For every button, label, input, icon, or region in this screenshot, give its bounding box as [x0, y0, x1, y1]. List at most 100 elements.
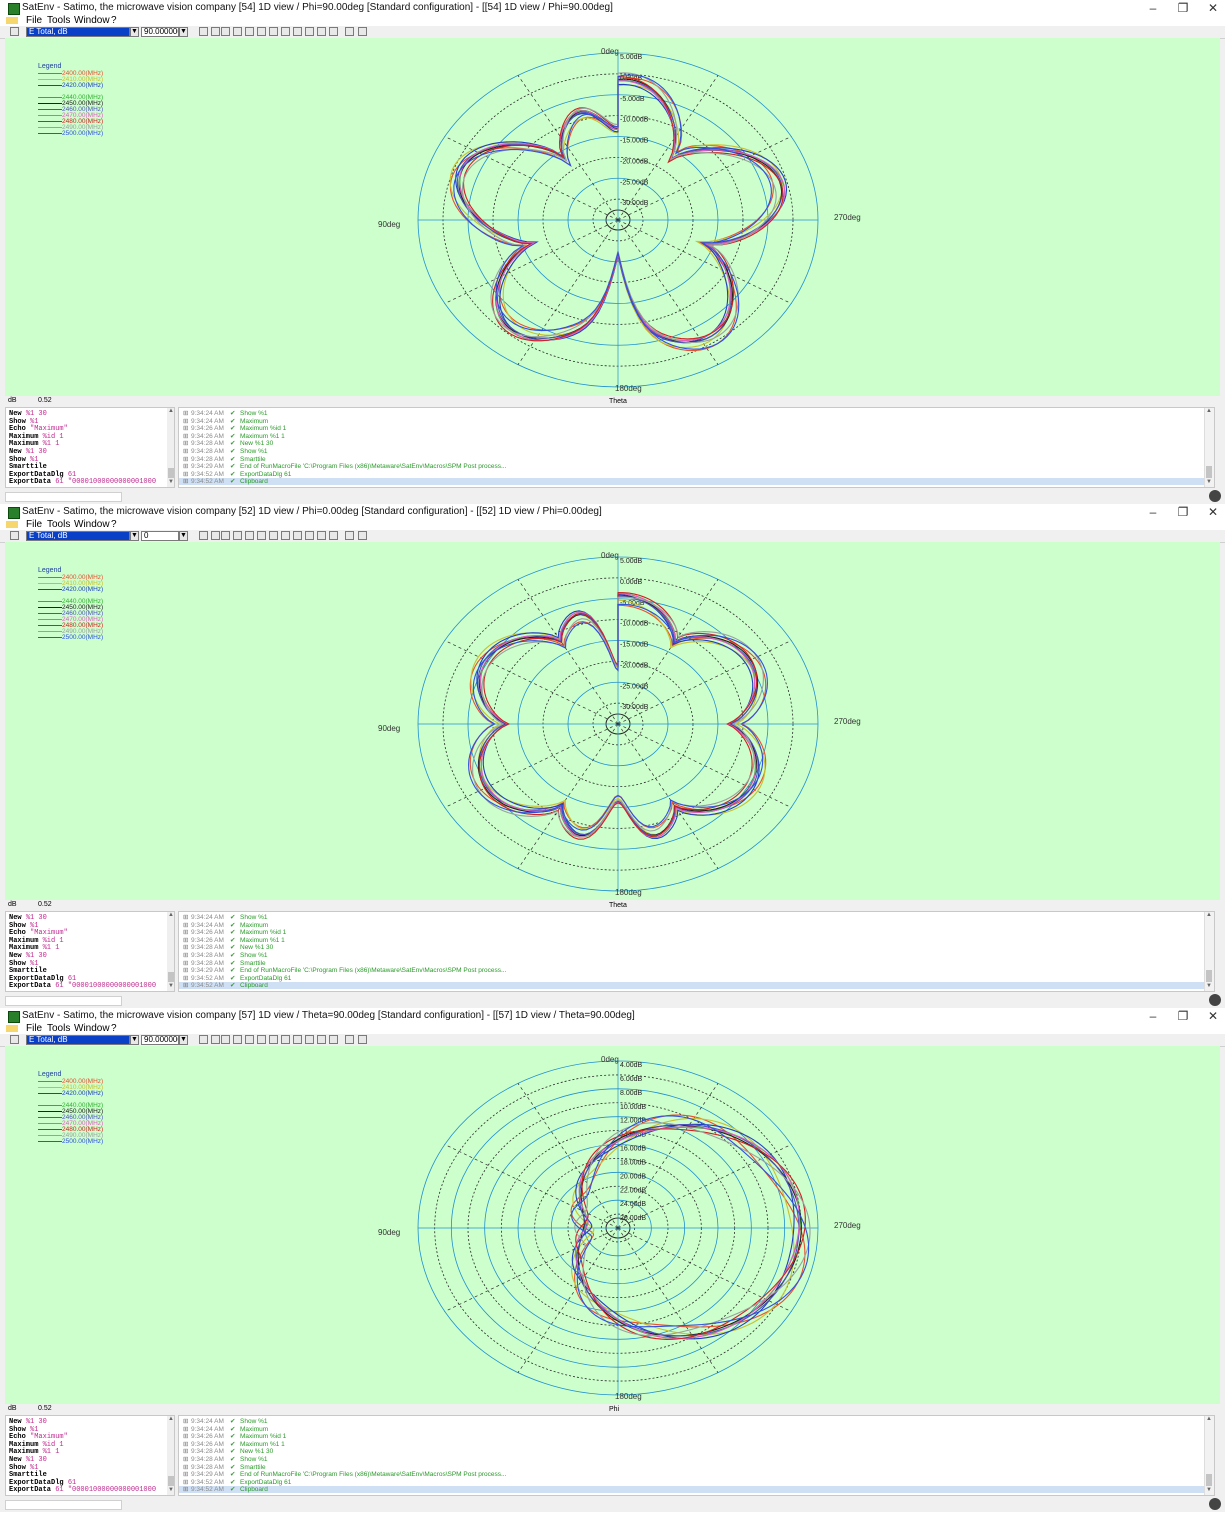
expand-icon[interactable]: ⊞ [183, 463, 189, 471]
dropdown-icon[interactable] [305, 1035, 314, 1044]
expand-icon[interactable]: ⊞ [183, 1418, 189, 1425]
dropdown-icon[interactable] [211, 1035, 220, 1044]
macro-console[interactable]: New %1 30 Show %1 Echo "Maximum" Maximum %i… [5, 911, 175, 992]
dropdown-icon[interactable] [257, 27, 266, 36]
expand-icon[interactable]: ⊞ [183, 470, 189, 478]
command-input[interactable] [5, 996, 122, 1006]
log-entry[interactable]: ⊞ 9:34:26 AM ✔ Maximum %1 1 [179, 937, 1209, 944]
settings-icon[interactable] [1209, 490, 1221, 502]
expand-icon[interactable]: ⊞ [183, 914, 189, 921]
history-log[interactable]: ⊞ 9:34:24 AM ✔ Show %1 ⊞ 9:34:24 AM ✔ Maximum ⊞ 9… [178, 911, 1215, 992]
expand-icon[interactable]: ⊞ [183, 944, 189, 952]
chevron-down-icon[interactable]: ▼ [179, 1035, 188, 1045]
expand-icon[interactable]: ⊞ [183, 982, 189, 990]
angle-value-field[interactable]: 90.0000000 [141, 1035, 179, 1045]
chevron-down-icon[interactable]: ▼ [130, 27, 139, 37]
menu-window[interactable]: Window [74, 15, 110, 26]
angle-value-field[interactable]: 0 [141, 531, 179, 541]
refresh-icon[interactable] [10, 27, 19, 36]
minimize-icon[interactable]: – [1149, 1009, 1157, 1023]
dropdown-icon[interactable] [281, 1035, 290, 1044]
dropdown-icon[interactable] [211, 531, 220, 540]
component-select[interactable]: E Total, dB [26, 531, 130, 541]
polar-plot-area[interactable]: 4.00dB 6.00dB 8.00dB 10.00dB 12.00dB 14.00dB 1… [5, 1046, 1220, 1404]
macro-console[interactable]: New %1 30 Show %1 Echo "Maximum" Maximum %i… [5, 1415, 175, 1496]
minimize-icon[interactable]: – [1149, 505, 1157, 519]
log-entry[interactable]: ⊞ 9:34:24 AM ✔ Maximum [179, 922, 1209, 929]
expand-icon[interactable]: ⊞ [183, 1433, 189, 1441]
dropdown-icon[interactable] [257, 1035, 266, 1044]
log-entry[interactable]: ⊞ 9:34:52 AM ✔ Clipboard [179, 478, 1209, 486]
print-icon[interactable] [358, 27, 367, 36]
menu-help[interactable]: ? [111, 519, 117, 530]
chevron-down-icon[interactable]: ▼ [130, 531, 139, 541]
scroll-down-icon[interactable]: ▼ [168, 479, 174, 485]
log-scrollbar[interactable]: ▲ ▼ [1204, 912, 1214, 991]
log-entry[interactable]: ⊞ 9:34:24 AM ✔ Show %1 [179, 410, 1209, 417]
expand-icon[interactable]: ⊞ [183, 425, 189, 433]
log-entry[interactable]: ⊞ 9:34:24 AM ✔ Show %1 [179, 1418, 1209, 1425]
expand-icon[interactable]: ⊞ [183, 440, 189, 448]
expand-icon[interactable]: ⊞ [183, 432, 189, 440]
copy-icon[interactable] [345, 1035, 354, 1044]
chevron-down-icon[interactable]: ▼ [130, 1035, 139, 1045]
copy-icon[interactable] [345, 531, 354, 540]
scroll-up-icon[interactable]: ▲ [1206, 1416, 1212, 1422]
restore-icon[interactable]: ❐ [1177, 1009, 1189, 1023]
log-entry[interactable]: ⊞ 9:34:26 AM ✔ Maximum %1 1 [179, 433, 1209, 440]
title-bar[interactable]: SatEnv - Satimo, the microwave vision co… [0, 504, 1225, 520]
polar-plot-area[interactable]: 5.00dB 0.00dB -5.00dB -10.00dB -15.00dB -20.0… [5, 542, 1220, 900]
scroll-down-icon[interactable]: ▼ [168, 1487, 174, 1493]
expand-icon[interactable]: ⊞ [183, 448, 189, 455]
menu-tools[interactable]: Tools [47, 1023, 71, 1034]
expand-icon[interactable]: ⊞ [183, 1478, 189, 1486]
print-icon[interactable] [358, 531, 367, 540]
log-entry[interactable]: ⊞ 9:34:28 AM ✔ Smarttile [179, 960, 1209, 967]
scroll-up-icon[interactable]: ▲ [168, 408, 174, 414]
expand-icon[interactable]: ⊞ [183, 936, 189, 944]
dropdown-icon[interactable] [281, 531, 290, 540]
copy-icon[interactable] [345, 27, 354, 36]
close-icon[interactable]: ✕ [1207, 1, 1219, 15]
dropdown-icon[interactable] [329, 531, 338, 540]
log-entry[interactable]: ⊞ 9:34:52 AM ✔ Clipboard [179, 1486, 1209, 1494]
grid-icon[interactable] [245, 1035, 254, 1044]
console-scrollbar[interactable]: ▲ ▼ [167, 1416, 174, 1495]
dropdown-icon[interactable] [257, 531, 266, 540]
dropdown-icon[interactable] [329, 27, 338, 36]
history-log[interactable]: ⊞ 9:34:24 AM ✔ Show %1 ⊞ 9:34:24 AM ✔ Maximum ⊞ 9… [178, 407, 1215, 488]
chart-icon[interactable] [199, 27, 208, 36]
log-entry[interactable]: ⊞ 9:34:52 AM ✔ ExportDataDlg 61 [179, 1479, 1209, 1486]
expand-icon[interactable]: ⊞ [183, 1425, 189, 1433]
scroll-down-icon[interactable]: ▼ [168, 983, 174, 989]
title-bar[interactable]: SatEnv - Satimo, the microwave vision co… [0, 1008, 1225, 1024]
log-entry[interactable]: ⊞ 9:34:26 AM ✔ Maximum %id 1 [179, 425, 1209, 432]
expand-icon[interactable]: ⊞ [183, 1456, 189, 1463]
close-icon[interactable]: ✕ [1207, 1009, 1219, 1023]
scroll-thumb[interactable] [1206, 466, 1212, 478]
dropdown-icon[interactable] [233, 531, 242, 540]
chevron-down-icon[interactable]: ▼ [179, 531, 188, 541]
expand-icon[interactable]: ⊞ [183, 952, 189, 959]
scroll-up-icon[interactable]: ▲ [1206, 912, 1212, 918]
component-select[interactable]: E Total, dB [26, 27, 130, 37]
scale-icon[interactable] [317, 27, 326, 36]
scroll-down-icon[interactable]: ▼ [1206, 1487, 1212, 1493]
log-entry[interactable]: ⊞ 9:34:29 AM ✔ End of RunMacroFile 'C:\Prog… [179, 967, 1209, 974]
polar-view-icon[interactable] [269, 531, 278, 540]
settings-icon[interactable] [1209, 1498, 1221, 1510]
command-input[interactable] [5, 1500, 122, 1510]
log-entry[interactable]: ⊞ 9:34:28 AM ✔ New %1 30 [179, 944, 1209, 951]
dropdown-icon[interactable] [305, 27, 314, 36]
scroll-thumb[interactable] [1206, 970, 1212, 982]
document-icon[interactable] [6, 17, 18, 24]
frequency-icon[interactable] [221, 1035, 230, 1044]
log-entry[interactable]: ⊞ 9:34:28 AM ✔ Smarttile [179, 456, 1209, 463]
chart-icon[interactable] [199, 531, 208, 540]
title-bar[interactable]: SatEnv - Satimo, the microwave vision co… [0, 0, 1225, 16]
scroll-down-icon[interactable]: ▼ [1206, 479, 1212, 485]
dropdown-icon[interactable] [281, 27, 290, 36]
dropdown-icon[interactable] [233, 1035, 242, 1044]
print-icon[interactable] [358, 1035, 367, 1044]
history-log[interactable]: ⊞ 9:34:24 AM ✔ Show %1 ⊞ 9:34:24 AM ✔ Maximum ⊞ 9… [178, 1415, 1215, 1496]
